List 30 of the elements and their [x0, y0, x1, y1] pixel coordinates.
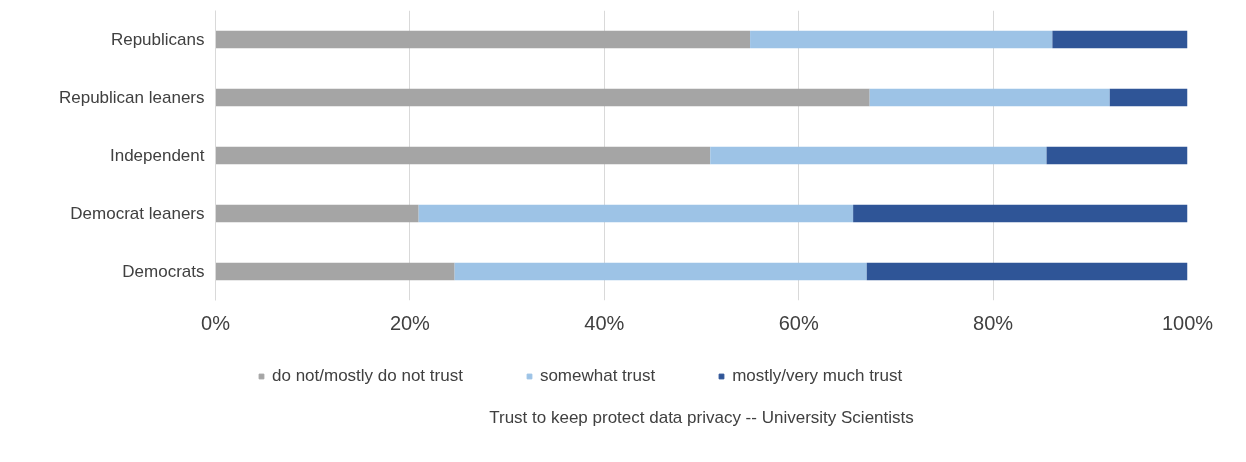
y-tick-label: Democrat leaners	[70, 204, 205, 223]
x-tick-label: 40%	[584, 311, 625, 334]
bar	[215, 204, 419, 223]
y-tick-label: Independent	[109, 146, 205, 165]
bar	[215, 88, 870, 107]
bar	[1046, 146, 1188, 165]
y-tick-label: Democrats	[122, 262, 205, 281]
y-tick-label: Republican leaners	[58, 88, 205, 107]
bar	[418, 204, 854, 223]
bar	[866, 262, 1188, 281]
x-tick-label: 20%	[389, 311, 431, 334]
bar	[853, 204, 1188, 223]
bar	[215, 30, 751, 49]
x-tick-label: 80%	[973, 311, 1014, 334]
legend-label: somewhat trust	[539, 366, 656, 386]
x-tick-label: 60%	[778, 311, 819, 334]
bar	[869, 88, 1110, 107]
x-tick-label: 100%	[1161, 311, 1214, 334]
bar	[215, 262, 455, 281]
bar	[1109, 88, 1188, 107]
bar	[1052, 30, 1188, 49]
bar	[215, 146, 711, 165]
bar	[710, 146, 1047, 165]
legend-label: do not/mostly do not trust	[272, 366, 463, 386]
y-tick-label: Republicans	[110, 30, 205, 49]
bar	[454, 262, 867, 281]
text: Trust to keep protect data privacy -- University Scientists	[489, 407, 914, 427]
bar	[750, 30, 1053, 49]
legend-label: mostly/very much trust	[732, 366, 903, 386]
x-tick-label: 0%	[201, 311, 231, 334]
